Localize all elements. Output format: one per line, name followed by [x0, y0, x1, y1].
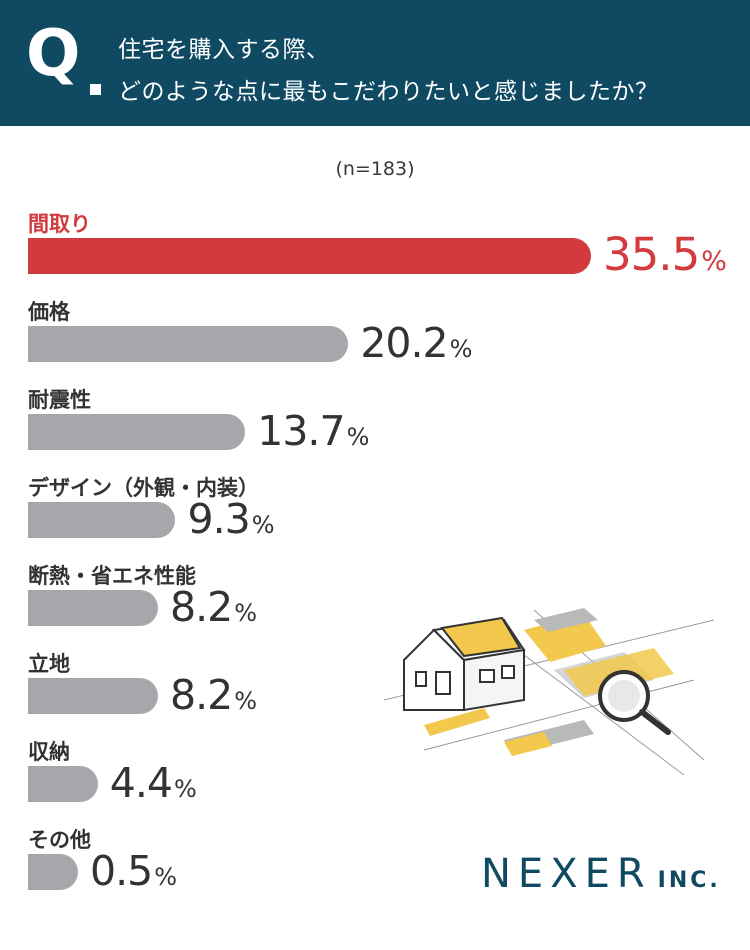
bar	[28, 678, 159, 714]
value-number: 9.3	[187, 495, 250, 543]
value-label: 13.7%	[257, 411, 369, 452]
value-number: 35.5	[603, 228, 700, 281]
nexer-logo: NEXER INC.	[481, 854, 721, 894]
percent-sign: %	[173, 775, 197, 803]
category-label: 収納	[28, 740, 70, 764]
percent-sign: %	[251, 511, 275, 539]
category-label: 断熱・省エネ性能	[28, 564, 196, 588]
percent-sign: %	[154, 863, 178, 891]
percent-sign: %	[449, 335, 473, 363]
logo-suffix-text: INC.	[657, 868, 721, 893]
value-label: 0.5%	[90, 851, 177, 892]
bar	[28, 326, 349, 362]
value-label: 9.3%	[187, 499, 274, 540]
q-mark: Q	[26, 17, 81, 91]
value-number: 4.4	[109, 759, 173, 807]
category-label: 価格	[28, 300, 70, 324]
bar	[28, 590, 159, 626]
percent-sign: %	[234, 687, 258, 715]
percent-sign: %	[346, 423, 370, 451]
percent-sign: %	[701, 246, 727, 277]
value-number: 20.2	[360, 319, 448, 367]
value-number: 8.2	[170, 583, 233, 631]
question-header: Q 住宅を購入する際、 どのような点に最もこだわりたいと感じましたか？	[0, 0, 750, 126]
value-label: 4.4%	[110, 763, 197, 804]
value-number: 0.5	[90, 847, 153, 895]
category-label: 立地	[28, 652, 70, 676]
question-line-2: どのような点に最もこだわりたいと感じましたか？	[118, 79, 659, 105]
q-dot-icon	[90, 84, 101, 95]
bar	[28, 854, 78, 890]
value-number: 13.7	[257, 407, 345, 455]
category-label: デザイン（外観・内装）	[28, 476, 259, 500]
bar	[28, 414, 246, 450]
question-line-1: 住宅を購入する際、	[118, 37, 330, 63]
value-number: 8.2	[170, 671, 233, 719]
bar	[28, 766, 98, 802]
logo-main-text: NEXER	[481, 851, 652, 897]
value-label: 8.2%	[170, 587, 257, 628]
category-label: 耐震性	[28, 388, 91, 412]
value-label: 20.2%	[360, 323, 472, 364]
house-plan-illustration-icon	[384, 608, 714, 776]
category-label: 間取り	[28, 212, 91, 236]
value-label: 8.2%	[170, 675, 257, 716]
value-label: 35.5%	[603, 232, 727, 277]
bar	[28, 238, 591, 274]
sample-size: (n=183)	[335, 158, 415, 180]
percent-sign: %	[234, 599, 258, 627]
category-label: その他	[28, 828, 91, 852]
bar	[28, 502, 176, 538]
